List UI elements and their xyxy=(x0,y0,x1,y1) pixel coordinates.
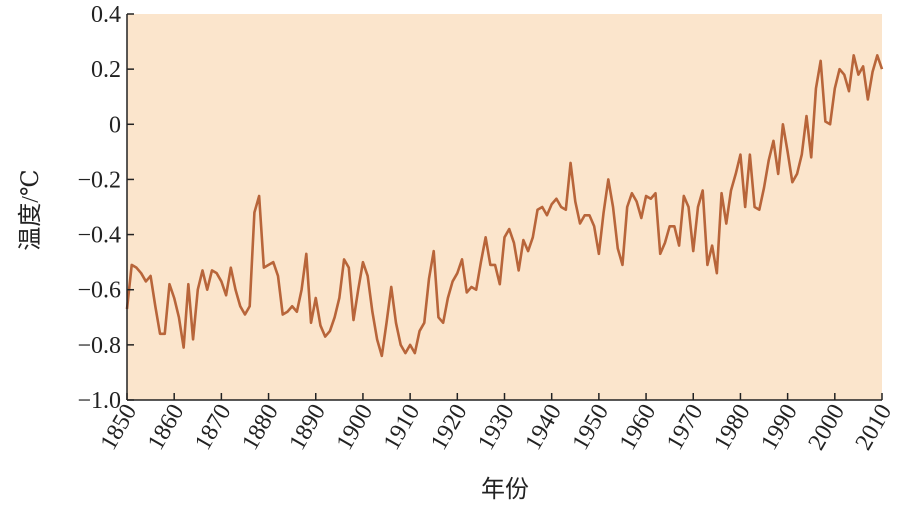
x-tick-label: 1950 xyxy=(568,400,615,455)
data-line xyxy=(125,54,884,358)
y-tick-label: −0.2 xyxy=(77,167,121,193)
x-tick-label: 1910 xyxy=(379,400,426,455)
x-tick-label: 2000 xyxy=(803,400,850,455)
x-tick-label: 1960 xyxy=(615,400,662,455)
y-tick-label: −0.4 xyxy=(77,223,121,249)
x-tick-label: 2010 xyxy=(851,400,898,455)
x-tick-label: 1930 xyxy=(473,400,520,455)
y-tick-label: 0.4 xyxy=(91,2,121,28)
x-tick-label: 1860 xyxy=(143,400,190,455)
x-tick-label: 1890 xyxy=(284,400,331,455)
x-tick-label: 1870 xyxy=(190,400,237,455)
x-tick-label: 1920 xyxy=(426,400,473,455)
plot-background xyxy=(127,14,882,400)
y-tick-label: 0.2 xyxy=(91,57,121,83)
x-tick-label: 1880 xyxy=(237,400,284,455)
y-axis-label: 温度/℃ xyxy=(17,169,44,251)
x-tick-label: 1980 xyxy=(709,400,756,455)
y-tick-label: −0.8 xyxy=(77,333,121,359)
x-tick-label: 1990 xyxy=(756,400,803,455)
y-tick-label: 0 xyxy=(109,112,121,138)
x-axis-label: 年份 xyxy=(481,476,529,503)
x-tick-label: 1900 xyxy=(332,400,379,455)
y-tick-label: −1.0 xyxy=(77,388,121,414)
y-tick-label: −0.6 xyxy=(77,278,121,304)
x-tick-label: 1940 xyxy=(520,400,567,455)
x-tick-label: 1970 xyxy=(662,400,709,455)
